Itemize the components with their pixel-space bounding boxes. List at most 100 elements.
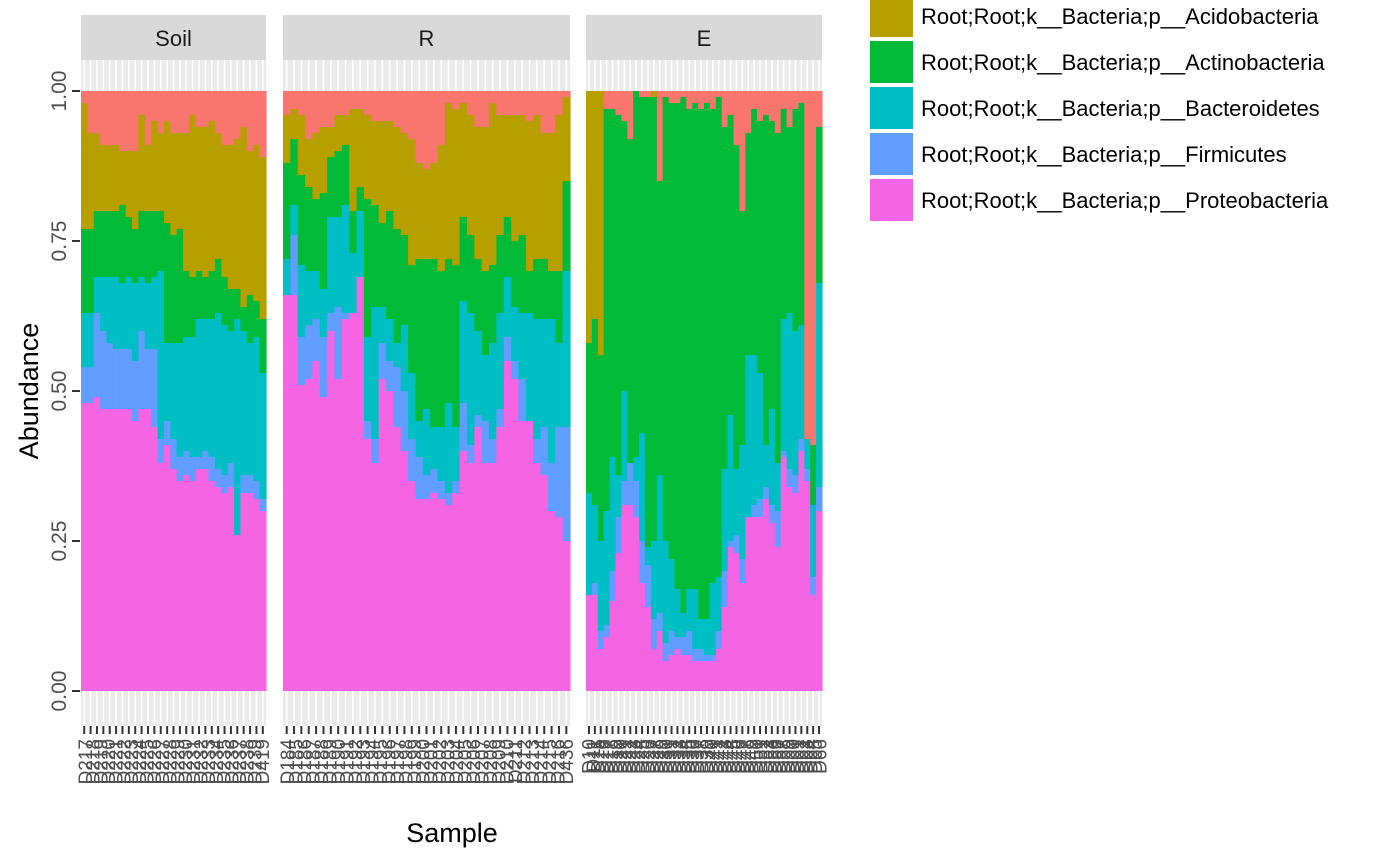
bar-segment bbox=[698, 109, 705, 619]
x-tick-label: D52 bbox=[756, 739, 777, 774]
bar-segment bbox=[704, 619, 711, 655]
bar-segment bbox=[327, 217, 336, 313]
bar-segment bbox=[489, 439, 498, 463]
bar-stack bbox=[489, 91, 498, 691]
bar-segment bbox=[603, 511, 611, 625]
bar-segment-other bbox=[452, 91, 461, 109]
x-tick-label: D60 bbox=[784, 739, 805, 774]
bar-segment bbox=[437, 427, 446, 481]
bar-stack bbox=[774, 91, 782, 691]
bar-segment bbox=[609, 457, 617, 571]
bar-segment bbox=[518, 313, 527, 379]
bar-segment-other bbox=[195, 91, 203, 127]
x-tick-label: D58 bbox=[774, 739, 795, 774]
bar-segment bbox=[715, 577, 723, 631]
bar-segment bbox=[214, 469, 222, 487]
bar-segment bbox=[444, 493, 453, 505]
bar-segment bbox=[430, 469, 439, 493]
bar-segment bbox=[452, 493, 461, 691]
x-tick-label: D216 bbox=[548, 739, 569, 784]
x-tick-label: D38 bbox=[693, 739, 714, 774]
x-tick-label: D228 bbox=[161, 739, 182, 784]
bar-segment bbox=[489, 103, 498, 265]
bar-segment bbox=[119, 283, 127, 349]
bar-segment bbox=[686, 109, 693, 589]
bar-segment bbox=[692, 661, 699, 691]
bar-segment bbox=[547, 463, 556, 511]
bar-segment bbox=[234, 139, 242, 289]
bar-segment bbox=[195, 271, 203, 319]
y-tick-label-025: 0.25 bbox=[48, 521, 71, 562]
bar-segment-other bbox=[739, 91, 746, 211]
bar-segment-other bbox=[474, 91, 483, 127]
bar-segment bbox=[751, 517, 758, 691]
bar-stack bbox=[496, 91, 505, 691]
x-tick-label: D28 bbox=[647, 739, 668, 774]
x-tick-label: D229 bbox=[168, 739, 189, 784]
bar-segment-other bbox=[371, 91, 380, 121]
bar-segment bbox=[437, 481, 446, 499]
bar-segment bbox=[189, 337, 197, 457]
bar-segment-other bbox=[489, 91, 498, 103]
bar-segment bbox=[786, 313, 794, 469]
bar-segment bbox=[444, 259, 453, 403]
bar-stack bbox=[459, 91, 468, 691]
bar-segment bbox=[246, 151, 254, 295]
bar-stack bbox=[597, 91, 605, 691]
bar-segment bbox=[378, 307, 387, 343]
bar-stack bbox=[386, 91, 394, 691]
bar-segment bbox=[533, 439, 542, 463]
bar-segment bbox=[283, 163, 291, 259]
bar-segment bbox=[234, 535, 242, 691]
bar-segment-other bbox=[639, 91, 646, 97]
bar-segment-other bbox=[283, 91, 291, 115]
bar-segment bbox=[459, 403, 468, 451]
bar-segment-other bbox=[810, 91, 817, 445]
bar-segment bbox=[170, 235, 178, 343]
bar-segment bbox=[459, 301, 468, 403]
bar-segment-other bbox=[540, 91, 549, 133]
bar-segment bbox=[674, 103, 681, 589]
bar-segment-other bbox=[751, 91, 758, 109]
y-axis-title: Abundance bbox=[14, 323, 44, 460]
bar-stack bbox=[240, 91, 248, 691]
bar-segment-other bbox=[674, 91, 681, 103]
bar-segment bbox=[93, 277, 101, 313]
bar-segment bbox=[810, 445, 817, 505]
bar-segment bbox=[100, 211, 108, 277]
bar-segment bbox=[733, 469, 740, 535]
x-tick-label: D26 bbox=[638, 739, 659, 774]
bar-stack bbox=[125, 91, 133, 691]
x-tick-label: D206 bbox=[464, 739, 485, 784]
bar-segment bbox=[437, 145, 446, 271]
bar-segment bbox=[138, 331, 146, 409]
x-tick-label: D238 bbox=[238, 739, 259, 784]
x-tick-label: D219 bbox=[91, 739, 112, 784]
bar-segment bbox=[540, 259, 549, 319]
x-tick-label: D19 bbox=[607, 739, 628, 774]
bar-segment bbox=[692, 589, 699, 649]
bar-segment bbox=[633, 457, 640, 481]
x-tick-label: D202 bbox=[430, 739, 451, 784]
bar-stack bbox=[715, 91, 723, 691]
bar-segment bbox=[639, 541, 646, 583]
bar-segment-other bbox=[119, 91, 127, 151]
bar-stack bbox=[227, 91, 235, 691]
bar-segment bbox=[518, 421, 527, 691]
bar-stack bbox=[633, 91, 640, 691]
bar-segment bbox=[615, 475, 622, 517]
x-tick-label: D40 bbox=[702, 739, 723, 774]
bar-segment bbox=[221, 325, 229, 475]
bar-segment-other bbox=[525, 91, 534, 121]
bar-segment bbox=[810, 577, 817, 595]
legend-label-proteobacteria: Root;Root;k__Bacteria;p__Proteobacteria bbox=[921, 188, 1329, 213]
bar-segment bbox=[183, 337, 191, 451]
y-tick-label-0: 0.00 bbox=[48, 671, 71, 712]
bar-segment bbox=[518, 115, 527, 235]
bar-segment bbox=[208, 457, 216, 481]
bar-segment bbox=[603, 637, 611, 691]
x-tick-label: D197 bbox=[388, 739, 409, 784]
x-tick-label: D30 bbox=[656, 739, 677, 774]
bar-segment bbox=[371, 121, 380, 205]
bar-segment bbox=[144, 211, 152, 283]
